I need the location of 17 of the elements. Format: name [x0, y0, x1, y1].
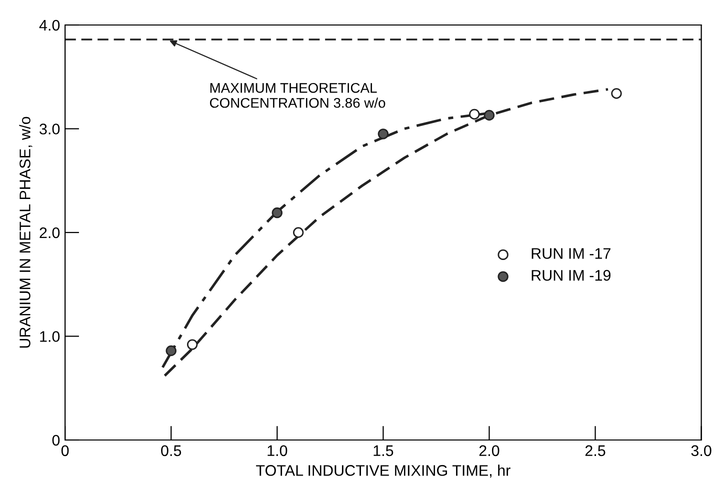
- y-axis-title: URANIUM IN METAL PHASE, w/o: [19, 116, 32, 348]
- y-tick-label: 3.0: [40, 124, 60, 134]
- x-tick-label: 1.5: [374, 445, 394, 456]
- legend-label: RUN IM -19: [532, 270, 610, 281]
- y-tick-label: 0: [52, 434, 60, 446]
- x-tick-label: 1.0: [268, 445, 288, 456]
- x-tick-label: 2.5: [585, 445, 606, 456]
- x-tick-label: 2.0: [479, 445, 500, 456]
- x-tick-label: 0: [61, 445, 69, 456]
- x-axis-title: TOTAL INDUCTIVE MIXING TIME, hr: [256, 464, 510, 478]
- y-tick-label: 2.0: [40, 227, 60, 238]
- x-tick-label: 3.0: [691, 445, 712, 456]
- y-tick-label: 1.0: [40, 331, 60, 342]
- y-tick-label: 4.0: [39, 20, 60, 31]
- x-tick-label: 0.5: [161, 445, 182, 456]
- annotation: MAXIMUM THEORETICAL CONCENTRATION 3.86 w/o: [210, 83, 386, 108]
- legend-label: RUN IM -17: [532, 248, 610, 259]
